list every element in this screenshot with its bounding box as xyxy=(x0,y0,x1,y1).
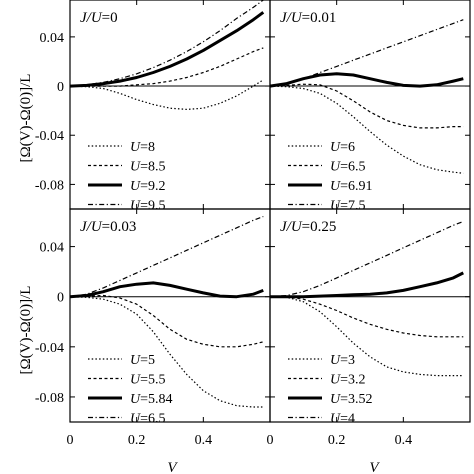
x-tick-label: 0.4 xyxy=(395,433,413,448)
legend-label: U=5 xyxy=(130,353,155,368)
panel-title: J/U=0 xyxy=(80,10,118,26)
x-tick-label: 0 xyxy=(267,433,274,448)
panel-3: 0 0.2 0.4 J/U=0.25 U=3 U=3.2 U=3.52 U=4 xyxy=(267,208,471,448)
legend-label: U=9.5 xyxy=(130,199,166,214)
legend-label: U=5.5 xyxy=(130,373,166,388)
legend-label: U=8 xyxy=(130,140,155,155)
x-axis-label-left: V xyxy=(167,460,178,474)
panel-title: J/U=0.25 xyxy=(280,219,336,235)
legend-label: U=3 xyxy=(330,353,355,368)
series-line-dashed xyxy=(269,83,464,129)
series-line-dotted xyxy=(269,85,464,174)
panel-frame xyxy=(269,208,471,423)
series-line-thick xyxy=(69,11,265,88)
legend-label: U=4 xyxy=(330,412,355,427)
legend-label: U=6.91 xyxy=(330,179,373,194)
y-tick-label: -0.08 xyxy=(35,178,64,193)
x-tick-label: 0.2 xyxy=(328,433,346,448)
y-axis-label-bottom: [Ω(V)-Ω(0)]/L xyxy=(18,286,34,375)
legend-label: U=3.2 xyxy=(330,373,366,388)
series-line-dashdot xyxy=(269,220,464,298)
series-line-dotted xyxy=(269,296,464,377)
y-tick-label: -0.08 xyxy=(35,391,64,406)
series-line-dashed xyxy=(69,294,264,348)
legend-label: U=6.5 xyxy=(330,160,366,175)
y-tick-label: 0 xyxy=(57,291,64,306)
legend-label: U=7.5 xyxy=(330,199,366,214)
series-line-thick xyxy=(69,281,264,299)
y-tick-label: -0.04 xyxy=(35,341,64,356)
y-axis-label-top: [Ω(V)-Ω(0)]/L xyxy=(18,74,34,163)
panel-0: 0.04 0 -0.04 -0.08 J/U=0 U=8 U=8.5 U=9.2 U=9.5 xyxy=(35,0,271,214)
legend-label: U=6 xyxy=(330,140,355,155)
x-axis-label-right: V xyxy=(369,460,380,474)
legend-label: U=5.84 xyxy=(130,392,173,407)
panel-frame xyxy=(269,0,471,210)
panel-frame xyxy=(69,208,271,423)
series-line-dashed xyxy=(269,296,464,338)
panel-1: J/U=0.01 U=6 U=6.5 U=6.91 U=7.5 xyxy=(269,0,471,214)
series-line-dashed xyxy=(70,47,264,87)
series-line-dashdot xyxy=(69,215,264,298)
series-line-dotted xyxy=(69,296,264,408)
panel-title: J/U=0.03 xyxy=(80,219,136,235)
x-tick-label: 0.2 xyxy=(128,433,146,448)
series-line-thick xyxy=(270,271,464,299)
y-tick-label: -0.04 xyxy=(35,129,64,144)
y-tick-label: 0 xyxy=(57,80,64,95)
legend-label: U=3.52 xyxy=(330,392,373,407)
panel-2: 0.04 0 -0.04 -0.08 0 0.2 0.4 J/U=0.03 U=5 U=5.5 U=… xyxy=(35,208,271,448)
y-tick-label: 0.04 xyxy=(40,241,65,256)
panel-title: J/U=0.01 xyxy=(280,10,336,26)
x-tick-label: 0 xyxy=(67,433,74,448)
panels-group: 0.04 0 -0.04 -0.08 J/U=0 U=8 U=8.5 U=9.2 U=9.5 J/… xyxy=(35,0,471,448)
x-tick-label: 0.4 xyxy=(195,433,213,448)
legend-label: U=9.2 xyxy=(130,179,166,194)
legend-label: U=6.5 xyxy=(130,412,166,427)
panel-frame xyxy=(69,0,271,210)
series-line-dashdot xyxy=(269,19,464,87)
y-tick-label: 0.04 xyxy=(40,31,65,46)
legend-label: U=8.5 xyxy=(130,160,166,175)
series-line-dashdot xyxy=(69,0,264,87)
series-line-dotted xyxy=(69,79,264,111)
